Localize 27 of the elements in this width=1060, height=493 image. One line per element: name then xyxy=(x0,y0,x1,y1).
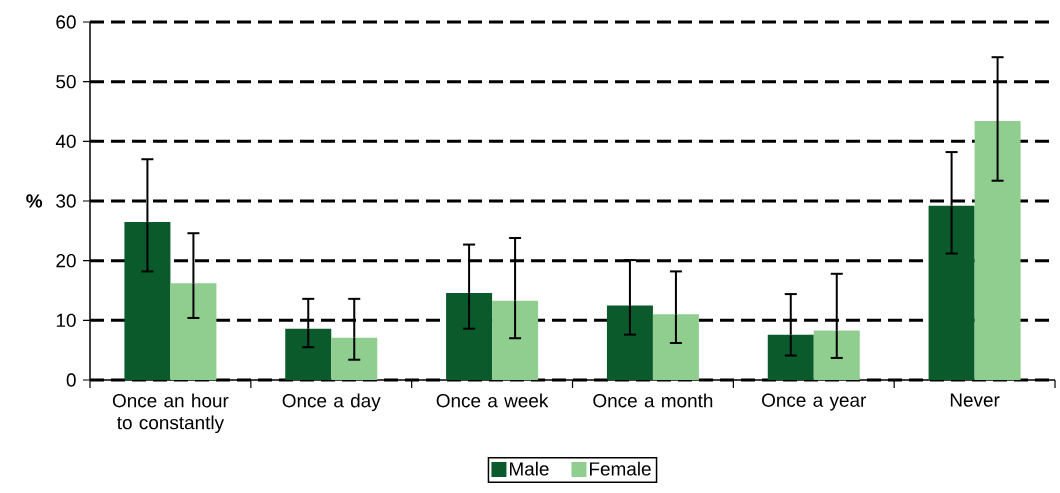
bar xyxy=(331,337,378,380)
legend-label: Female xyxy=(590,461,651,476)
y-tick-label: 50 xyxy=(56,74,76,89)
bar xyxy=(124,221,171,380)
bar xyxy=(974,121,1021,380)
bar xyxy=(652,314,699,380)
y-tick-label: 10 xyxy=(56,313,76,328)
y-tick-label: 20 xyxy=(56,253,76,268)
bar xyxy=(285,328,332,380)
x-tick-label: Once a week xyxy=(436,393,549,408)
bar xyxy=(606,305,653,380)
legend-label: Male xyxy=(509,461,549,476)
x-tick-label: Never xyxy=(950,393,1000,407)
y-tick-label: 0 xyxy=(66,373,76,387)
x-tick-label: Once an hour to constantly xyxy=(112,393,229,434)
y-tick-label: 30 xyxy=(56,194,76,208)
bar xyxy=(170,283,217,380)
y-tick-label: 40 xyxy=(55,134,76,149)
y-tick-label: 60 xyxy=(56,15,76,29)
x-tick-label: Once a month xyxy=(593,393,713,408)
bar xyxy=(767,334,814,380)
bar xyxy=(928,205,975,380)
bar xyxy=(446,292,493,380)
x-tick-label: Once a day xyxy=(282,393,381,412)
bar xyxy=(492,300,539,380)
y-axis-title: % xyxy=(26,194,43,208)
x-tick-label: Once a year xyxy=(762,393,867,411)
